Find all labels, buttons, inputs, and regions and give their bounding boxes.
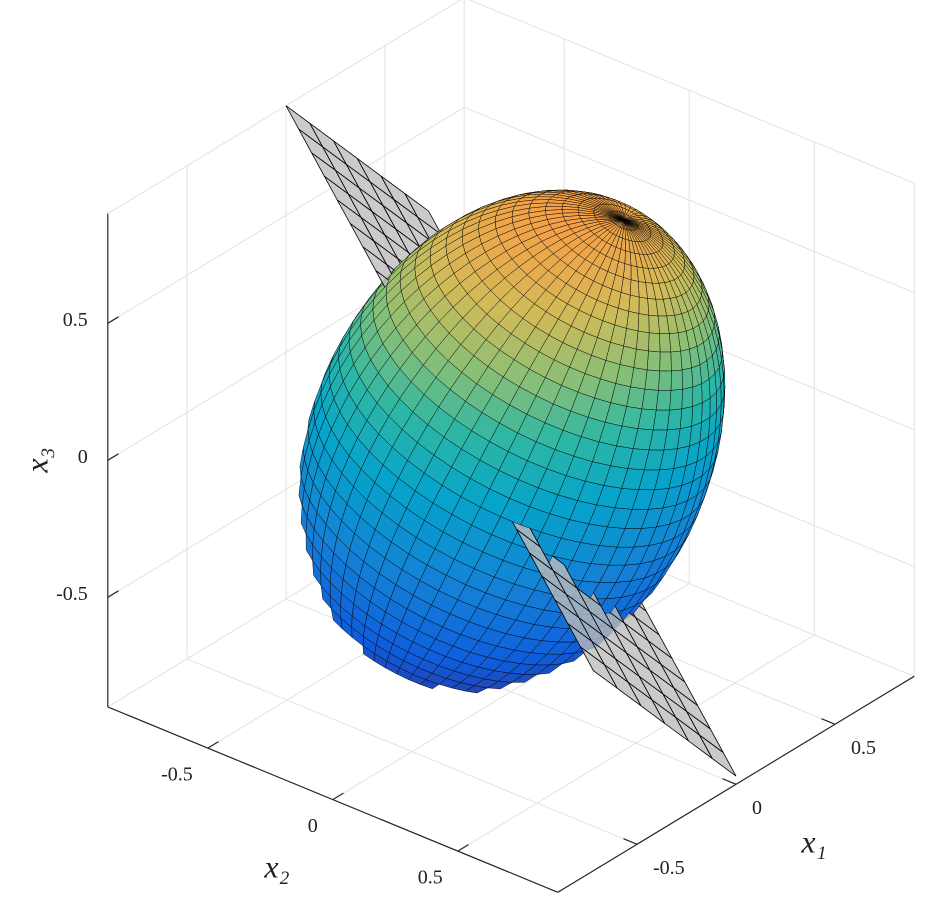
plane-patch (699, 734, 737, 777)
z-axis-label: x₃ (18, 447, 54, 473)
ellipsoid-patch (670, 369, 683, 391)
ellipsoid-patch (670, 350, 683, 372)
x-axis-label: x₁ (800, 823, 826, 859)
ellipsoid-patch (629, 279, 640, 298)
ellipsoid-patch (644, 369, 660, 391)
ellipsoid-patch (637, 313, 650, 334)
y-tick-label: 0 (308, 815, 318, 837)
tick-mark (207, 741, 219, 749)
x-tick-label: 0 (752, 797, 762, 819)
tick-mark (107, 316, 119, 324)
surfaces (285, 105, 737, 777)
ellipsoid-patch (681, 367, 694, 390)
tick-mark (107, 453, 119, 461)
ellipsoid-patch (624, 250, 632, 266)
ellipsoid-patch (658, 370, 672, 391)
ellipsoid-patch (679, 406, 693, 429)
ellipsoid-patch (646, 350, 661, 372)
x-tick-label: -0.5 (653, 857, 685, 879)
z-tick-label: -0.5 (56, 583, 88, 605)
ellipsoid-patch (691, 364, 702, 388)
ellipsoid-patch (529, 351, 555, 378)
axes: -0.5 0 0.5 -0.5 0 0.5 -0.5 0 0.5 (56, 213, 915, 893)
x-tick-label: 0.5 (851, 737, 876, 759)
tick-mark (332, 792, 344, 801)
tick-mark (821, 718, 836, 725)
ellipsoid-patch (638, 296, 650, 316)
ellipsoid-patch (655, 390, 672, 411)
y-tick-label: 0.5 (418, 867, 443, 889)
y-tick-label: -0.5 (161, 764, 193, 786)
ellipsoid-patch (669, 388, 683, 411)
grid-line (457, 634, 815, 852)
ellipsoid-patch (692, 383, 703, 407)
ellipsoid-patch (628, 294, 640, 314)
ellipsoid-patch (659, 351, 672, 372)
z-tick-label: 0 (78, 446, 88, 468)
tick-mark (623, 838, 638, 845)
ellipsoid-patch (659, 333, 672, 353)
y-axis-label: x₂ (263, 848, 289, 884)
ellipsoid-patch (630, 265, 639, 282)
ellipsoid-patch (636, 330, 650, 352)
ellipsoid-patch (648, 332, 661, 353)
ellipsoid-patch (680, 348, 692, 371)
z-tick-label: 0.5 (63, 309, 88, 331)
tick-mark (107, 590, 119, 598)
tick-mark (722, 778, 737, 785)
plane-patch (580, 646, 618, 689)
plane-patch (285, 105, 323, 148)
ellipsoid-patch (545, 202, 564, 207)
ellipsoid-patch (681, 386, 694, 410)
ellipsoid-patch (648, 314, 660, 334)
tick-mark (457, 844, 469, 852)
